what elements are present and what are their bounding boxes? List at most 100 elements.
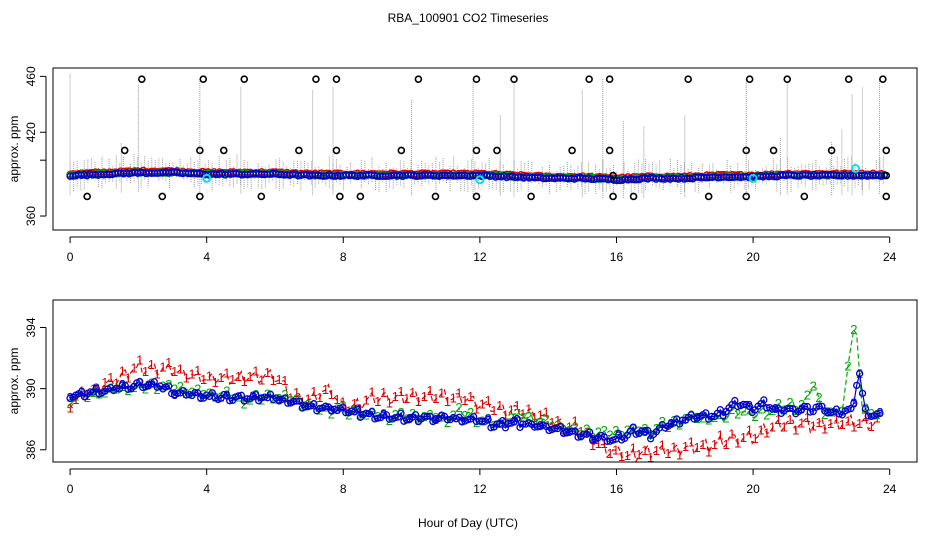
outlier-point [527, 192, 535, 201]
series-3-point [760, 396, 768, 404]
series-1-label: 1 [397, 384, 404, 399]
outlier-point [742, 146, 751, 155]
outlier-point [493, 146, 501, 155]
series-2-label: 2 [66, 396, 73, 411]
series-1-label: 1 [589, 438, 596, 453]
series-1-label: 1 [386, 395, 393, 410]
top-y-tick-label: 420 [24, 122, 38, 142]
series-1-label: 1 [746, 423, 753, 438]
series-1-label: 1 [154, 367, 161, 382]
series-3-point [173, 389, 182, 398]
series-3-point [150, 378, 158, 386]
series-2-label: 2 [757, 401, 764, 416]
series-2-label: 2 [467, 405, 474, 420]
series-3-point [629, 423, 637, 431]
series-1-label: 1 [804, 410, 811, 425]
series-3-label: 3 [354, 402, 361, 417]
bottom-y-tick-label: 386 [24, 439, 38, 459]
series-1-label: 1 [130, 361, 137, 376]
bottom-x-tick-label: 0 [67, 482, 74, 496]
outlier-point [742, 192, 751, 201]
series-3-point [304, 402, 312, 411]
series-1-label: 1 [380, 385, 387, 400]
series-1-label: 1 [455, 386, 462, 401]
series-1-label: 1 [630, 441, 637, 456]
series-1-label: 1 [119, 363, 126, 378]
top-panel-frame [52, 67, 918, 231]
series-3-point [826, 408, 835, 417]
series-1-label: 1 [566, 420, 573, 435]
outlier-point [605, 75, 614, 83]
outlier-point [704, 192, 713, 201]
series-1-label: 1 [287, 391, 294, 406]
series-3-point [191, 388, 199, 397]
series-1-label: 1 [281, 373, 288, 388]
series-3-point [391, 414, 399, 422]
series-1-label: 1 [781, 419, 788, 434]
series-2-label: 2 [583, 422, 590, 437]
series-3-point [745, 402, 753, 410]
series-1-label: 1 [752, 431, 759, 446]
series-3-point [321, 402, 330, 411]
outlier-point [332, 146, 341, 155]
series-1-label: 1 [601, 436, 608, 451]
series-1-label: 1 [374, 394, 381, 409]
outlier-point [219, 146, 228, 155]
top-panel-data [66, 73, 891, 201]
series-1-label: 1 [316, 390, 323, 405]
series-2-label: 2 [525, 409, 532, 424]
series-1-label: 1 [368, 385, 375, 400]
series-3-point [397, 409, 405, 417]
series-1-label: 1 [763, 425, 770, 440]
series-1-label: 1 [241, 374, 248, 389]
series-1-label: 1 [519, 407, 526, 422]
series-1-label: 1 [868, 419, 875, 434]
series-1-label: 1 [670, 440, 677, 455]
series-2-label: 2 [537, 415, 544, 430]
top-y-axis-label: approx. ppm [7, 116, 21, 183]
flag-point [475, 175, 485, 185]
series-1-label: 1 [113, 375, 120, 390]
series-1-label: 1 [101, 375, 108, 390]
bottom-y-axis: 386 390 394 [24, 317, 47, 460]
series-1-label: 1 [798, 416, 805, 431]
series-1-label: 1 [148, 357, 155, 372]
series-3-point [771, 405, 780, 413]
series-2-label: 2 [815, 390, 822, 405]
series-1-label: 1 [873, 411, 880, 426]
bottom-x-tick-label: 4 [203, 482, 210, 496]
series-2-label: 2 [612, 423, 619, 438]
series-1-label: 1 [322, 382, 329, 397]
series-2-label: 2 [722, 410, 729, 425]
series-2-label: 2 [601, 423, 608, 438]
top-panel: 0 4 8 12 16 20 24 360 420 460 approx. ppm [7, 66, 918, 264]
series-1-label: 1 [206, 369, 213, 384]
series-1-label: 1 [508, 403, 515, 418]
outlier-point [882, 171, 891, 180]
flag-point [748, 173, 758, 183]
series-3-point [292, 397, 301, 405]
series-1-label: 1 [293, 385, 300, 400]
top-y-tick-label: 460 [24, 66, 38, 86]
series-2-label: 2 [844, 358, 851, 373]
series-3-point [571, 427, 579, 435]
series-3-point [310, 400, 318, 408]
series-3-point [702, 409, 710, 417]
outlier-point [431, 192, 440, 201]
series-2-label: 2 [606, 428, 613, 443]
series-1-label: 1 [734, 436, 741, 451]
series-1-label: 1 [72, 392, 79, 407]
series-1-label: 1 [850, 419, 857, 434]
series-2-label: 2 [154, 382, 161, 397]
series-3-point [858, 389, 867, 398]
series-2-label: 2 [560, 422, 567, 437]
series-3-point [498, 416, 507, 425]
series-3-point [124, 385, 132, 394]
series-1-label: 1 [235, 369, 242, 384]
top-y-tick-label: 360 [24, 206, 38, 226]
outlier-point [397, 146, 406, 155]
outlier-point [196, 146, 204, 155]
series-1-label: 1 [484, 393, 491, 408]
series-1-label: 1 [531, 410, 538, 425]
